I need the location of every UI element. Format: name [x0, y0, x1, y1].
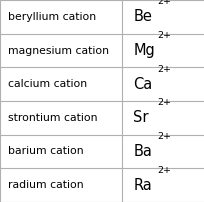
Text: Be: Be [133, 9, 151, 24]
Text: radium cation: radium cation [8, 180, 83, 190]
Text: barium cation: barium cation [8, 146, 83, 157]
Text: 2+: 2+ [157, 64, 171, 74]
Text: strontium cation: strontium cation [8, 113, 97, 123]
Text: Sr: Sr [133, 110, 148, 125]
Text: 2+: 2+ [157, 0, 171, 6]
Text: 2+: 2+ [157, 165, 171, 175]
Text: Ra: Ra [133, 178, 151, 193]
Text: beryllium cation: beryllium cation [8, 12, 96, 22]
Text: Ba: Ba [133, 144, 151, 159]
Text: Mg: Mg [133, 43, 154, 58]
Text: 2+: 2+ [157, 132, 171, 141]
Text: 2+: 2+ [157, 98, 171, 107]
Text: magnesium cation: magnesium cation [8, 45, 109, 56]
Text: calcium cation: calcium cation [8, 79, 87, 89]
Text: 2+: 2+ [157, 31, 171, 40]
Text: Ca: Ca [133, 77, 152, 92]
